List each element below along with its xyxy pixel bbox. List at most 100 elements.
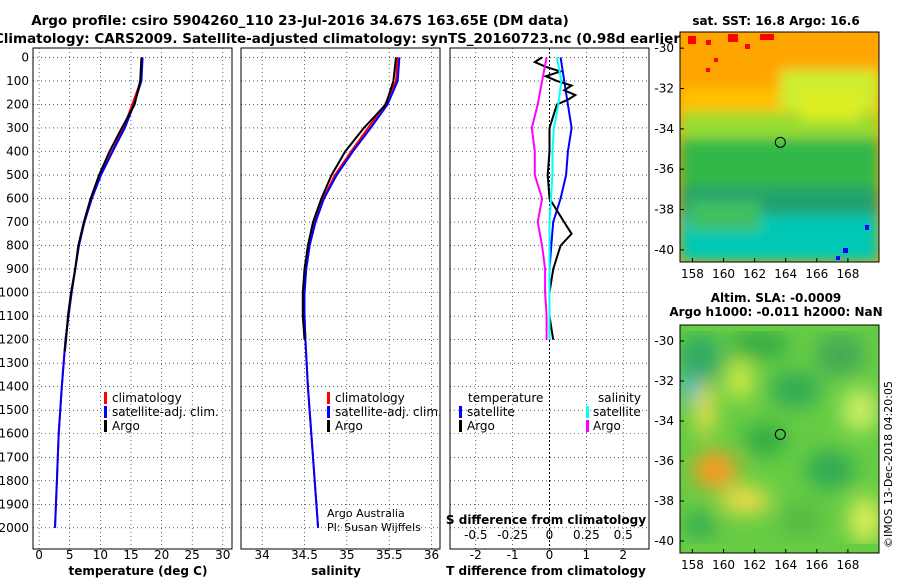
legend-climatology-label: climatology — [335, 391, 405, 405]
depth-tick-label: 200 — [6, 97, 29, 111]
depth-tick-label: 1900 — [0, 497, 29, 511]
depth-tick-labels: 0 100 200 300 400 500 600 700 800 900 1000 1100 1200… — [0, 50, 29, 534]
lat-tick-label: -30 — [654, 41, 674, 55]
lon-tick-label: 162 — [743, 558, 766, 572]
legend-temp-satellite-label: satellite — [467, 405, 515, 419]
argo-location-marker — [774, 136, 786, 148]
x-tick-label: 35 — [339, 548, 354, 562]
x-tick-label: 35.5 — [376, 548, 403, 562]
lon-tick-label: 168 — [836, 267, 859, 281]
lat-tick-label: -36 — [654, 162, 674, 176]
legend-satellite-label: satellite-adj. clim. — [112, 405, 219, 419]
depth-tick-label: 700 — [6, 215, 29, 229]
depth-tick-label: 1300 — [0, 356, 29, 370]
salinity-legend: climatology satellite-adj. clim. Argo — [327, 391, 442, 433]
legend-argo-swatch — [104, 420, 107, 432]
temperature-difference-label: T difference from climatology — [446, 564, 646, 578]
difference-series-lines — [530, 56, 578, 340]
legend-temp-argo-swatch — [459, 420, 462, 432]
difference-tick-labels: -2 -1 0 1 2 -0.5 -0.25 0 0.25 0.5 — [464, 528, 633, 562]
salinity-profile-panel: 34 34.5 35 35.5 36 salinity climatology sate… — [240, 47, 442, 578]
s-diff-tick-label: 0 — [546, 528, 554, 542]
lat-tick-label: -30 — [654, 334, 674, 348]
s-diff-tick-label: -0.5 — [464, 528, 487, 542]
lat-tick-label: -34 — [654, 122, 674, 136]
sst-map-title: sat. SST: 16.8 Argo: 16.6 — [692, 14, 859, 28]
sla-lat-tick-labels: -30 -32 -34 -36 -38 -40 — [654, 334, 684, 548]
depth-tick-label: 400 — [6, 144, 29, 158]
x-tick-label: 34 — [255, 548, 270, 562]
x-tick-label: 0 — [546, 548, 554, 562]
temperature-x-label: temperature (deg C) — [69, 564, 208, 578]
series-line-temperature-argo — [532, 56, 578, 340]
x-tick-label: 2 — [619, 548, 627, 562]
sla-lon-tick-labels: 158 160 162 164 166 168 — [681, 549, 859, 572]
legend-sal-satellite-label: satellite — [593, 405, 641, 419]
temperature-series-lines — [54, 57, 144, 528]
series-line-argo — [301, 57, 397, 340]
figure-title-line2: Climatology: CARS2009. Satellite-adjuste… — [0, 31, 686, 47]
legend-sal-argo-swatch — [586, 420, 589, 432]
sst-map-panel: sat. SST: 16.8 Argo: 16.6 — [654, 14, 880, 281]
legend-argo-label: Argo — [112, 419, 140, 433]
credit-argo-australia: Argo Australia — [327, 507, 405, 520]
lon-tick-label: 166 — [805, 558, 828, 572]
temperature-profile-panel: 0100200300400500600700800900100011001200… — [0, 47, 233, 578]
lon-tick-label: 164 — [774, 267, 797, 281]
lon-tick-label: 168 — [836, 558, 859, 572]
salinity-tick-labels: 34 34.5 35 35.5 36 — [255, 548, 440, 562]
x-tick-label: 10 — [93, 548, 108, 562]
depth-tick-label: 800 — [6, 239, 29, 253]
sla-map-frame — [679, 324, 880, 554]
x-tick-label: 5 — [66, 548, 74, 562]
difference-legend: temperature satellite Argo salinity sate… — [459, 391, 641, 433]
depth-tick-label: 1400 — [0, 380, 29, 394]
difference-profile-panel: -2 -1 0 1 2 -0.5 -0.25 0 0.25 0.5 S difference fr… — [446, 47, 650, 578]
x-tick-label: 20 — [154, 548, 169, 562]
lon-tick-label: 164 — [774, 558, 797, 572]
legend-sal-argo-label: Argo — [593, 419, 621, 433]
depth-tick-label: 500 — [6, 168, 29, 182]
lat-tick-label: -38 — [654, 494, 674, 508]
legend-salinity-heading: salinity — [598, 391, 641, 405]
sla-heatmap — [680, 325, 879, 553]
lon-tick-label: 158 — [681, 558, 704, 572]
lat-tick-label: -32 — [654, 374, 674, 388]
x-tick-label: -1 — [507, 548, 519, 562]
x-tick-label: 34.5 — [291, 548, 318, 562]
lon-tick-label: 158 — [681, 267, 704, 281]
salinity-x-label: salinity — [311, 564, 361, 578]
x-tick-label: 15 — [123, 548, 138, 562]
legend-climatology-label: climatology — [112, 391, 182, 405]
depth-tick-label: 0 — [21, 50, 29, 64]
x-tick-label: 30 — [215, 548, 230, 562]
x-tick-label: 36 — [424, 548, 439, 562]
x-tick-label: -2 — [470, 548, 482, 562]
sst-lon-tick-labels: 158 160 162 164 166 168 — [681, 258, 859, 281]
series-line-satellite-adj-clim- — [303, 57, 401, 528]
series-line-salinity-satellite — [548, 57, 563, 340]
sst-heatmap — [680, 32, 879, 262]
depth-tick-label: 900 — [6, 262, 29, 276]
legend-temp-satellite-swatch — [459, 406, 462, 418]
legend-climatology-swatch — [104, 392, 107, 404]
sst-map-frame — [679, 31, 880, 263]
series-line-argo — [63, 57, 143, 352]
legend-satellite-swatch — [104, 406, 107, 418]
sst-lat-tick-labels: -30 -32 -34 -36 -38 -40 — [654, 41, 684, 257]
depth-tick-label: 1500 — [0, 403, 29, 417]
figure-title-line1: Argo profile: csiro 5904260_110 23-Jul-2… — [31, 13, 569, 29]
argo-location-marker — [774, 428, 786, 440]
legend-temp-argo-label: Argo — [467, 419, 495, 433]
x-tick-label: 25 — [185, 548, 200, 562]
sla-map-title-line2: Argo h1000: -0.011 h2000: NaN — [669, 305, 882, 319]
salinity-difference-label: S difference from climatology — [446, 513, 646, 527]
legend-satellite-label: satellite-adj. clim. — [335, 405, 442, 419]
salinity-series-lines — [301, 57, 401, 528]
depth-tick-label: 300 — [6, 121, 29, 135]
lon-tick-label: 162 — [743, 267, 766, 281]
depth-tick-label: 1800 — [0, 474, 29, 488]
x-tick-label: 1 — [583, 548, 591, 562]
s-diff-tick-label: 0.5 — [614, 528, 633, 542]
